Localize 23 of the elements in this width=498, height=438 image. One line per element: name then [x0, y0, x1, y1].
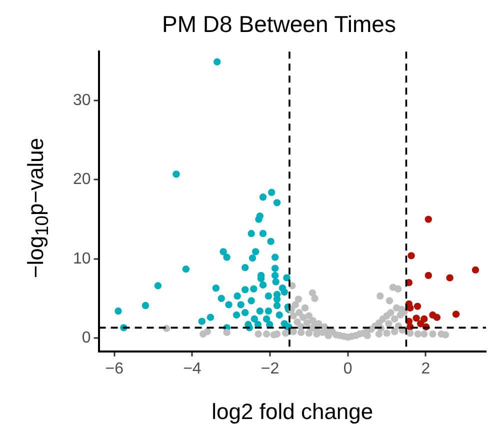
- x-tick-label: −2: [260, 360, 280, 378]
- point: [420, 315, 428, 323]
- point: [446, 274, 454, 282]
- point: [414, 302, 422, 310]
- y-tick-label: 30: [73, 92, 91, 110]
- point: [452, 310, 460, 318]
- point: [433, 314, 441, 321]
- y-tick-label: 10: [73, 250, 91, 268]
- point: [424, 272, 432, 280]
- point: [408, 252, 415, 260]
- point: [417, 320, 424, 328]
- x-tick-label: −6: [105, 360, 124, 378]
- x-tick-label: −4: [183, 360, 202, 378]
- point: [412, 314, 420, 322]
- y-tick-label: 20: [73, 171, 91, 188]
- point: [472, 266, 480, 274]
- x-axis-title: log2 fold change: [212, 398, 374, 424]
- x-tick-label: 2: [421, 360, 430, 378]
- x-tick-label: 0: [343, 360, 352, 378]
- point: [424, 216, 432, 223]
- chart-title: PM D8 Between Times: [162, 11, 396, 38]
- y-tick-label: 0: [82, 329, 91, 346]
- point: [406, 304, 414, 312]
